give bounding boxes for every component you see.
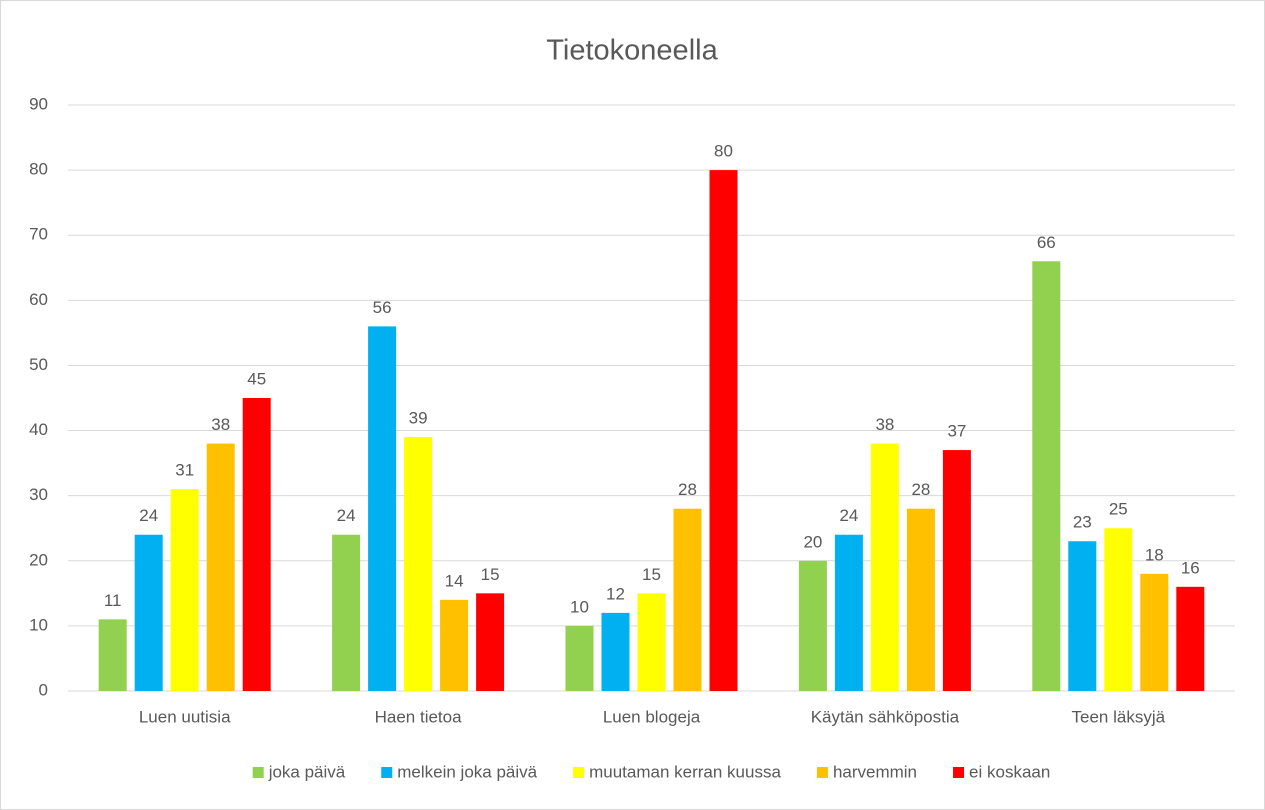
bar (332, 534, 361, 691)
x-tick-label: Käytän sähköpostia (811, 707, 960, 726)
data-label: 56 (373, 298, 392, 317)
data-label: 25 (1109, 500, 1128, 519)
data-label: 23 (1073, 513, 1092, 532)
legend-label: joka päivä (268, 762, 346, 781)
data-label: 45 (247, 369, 266, 388)
y-tick-label: 10 (29, 615, 48, 634)
y-tick-label: 20 (29, 550, 48, 569)
legend-swatch (252, 767, 264, 778)
bar (1140, 573, 1169, 691)
x-tick-label: Luen blogeja (603, 707, 701, 726)
y-tick-label: 0 (39, 680, 48, 699)
y-tick-label: 80 (29, 160, 48, 179)
data-label: 28 (911, 480, 930, 499)
data-label: 28 (678, 480, 697, 499)
bar (1068, 541, 1097, 691)
data-label: 14 (445, 571, 464, 590)
x-tick-label: Luen uutisia (139, 707, 231, 726)
data-label: 20 (803, 532, 822, 551)
data-label: 24 (337, 506, 356, 525)
data-label: 39 (409, 409, 428, 428)
legend-label: melkein joka päivä (397, 762, 537, 781)
bar (368, 326, 397, 691)
bar (870, 443, 899, 691)
legend-label: harvemmin (833, 762, 917, 781)
chart-title: Tietokoneella (546, 35, 718, 67)
y-tick-label: 30 (29, 485, 48, 504)
y-tick-label: 70 (29, 225, 48, 244)
bar (637, 593, 666, 691)
bar (242, 398, 271, 691)
bar (798, 560, 827, 691)
data-label: 15 (481, 565, 500, 584)
data-label: 38 (875, 415, 894, 434)
data-label: 37 (947, 422, 966, 441)
bar (834, 534, 863, 691)
bar (440, 599, 469, 691)
legend-label: ei koskaan (969, 762, 1050, 781)
bar (404, 437, 433, 691)
y-tick-label: 50 (29, 355, 48, 374)
x-tick-label: Haen tietoa (375, 707, 462, 726)
legend-swatch (953, 767, 965, 778)
bar (1176, 586, 1205, 691)
data-label: 18 (1145, 545, 1164, 564)
data-label: 10 (570, 597, 589, 616)
bar (601, 612, 630, 691)
data-label: 15 (642, 565, 661, 584)
bar (170, 489, 199, 691)
data-label: 80 (714, 142, 733, 161)
x-tick-label: Teen läksyjä (1072, 707, 1166, 726)
legend-swatch (816, 767, 828, 778)
data-label: 11 (104, 591, 122, 610)
bar (709, 170, 738, 692)
bar (206, 443, 235, 691)
bar (942, 450, 971, 691)
data-label: 24 (839, 506, 858, 525)
data-label: 12 (606, 584, 625, 603)
bar (906, 508, 935, 691)
data-label: 24 (139, 506, 158, 525)
bar (1032, 261, 1061, 691)
bar (565, 625, 594, 691)
data-label: 16 (1181, 558, 1200, 577)
data-label: 31 (175, 461, 194, 480)
bar (98, 619, 127, 691)
data-label: 66 (1037, 233, 1056, 252)
bar (673, 508, 702, 691)
bar (476, 593, 505, 691)
bar (134, 534, 163, 691)
y-tick-label: 90 (29, 94, 48, 113)
legend-label: muutaman kerran kuussa (589, 762, 781, 781)
y-tick-label: 40 (29, 420, 48, 439)
legend-swatch (381, 767, 393, 778)
legend-swatch (573, 767, 585, 778)
data-label: 38 (211, 415, 230, 434)
bar (1104, 528, 1133, 691)
y-tick-label: 60 (29, 290, 48, 309)
